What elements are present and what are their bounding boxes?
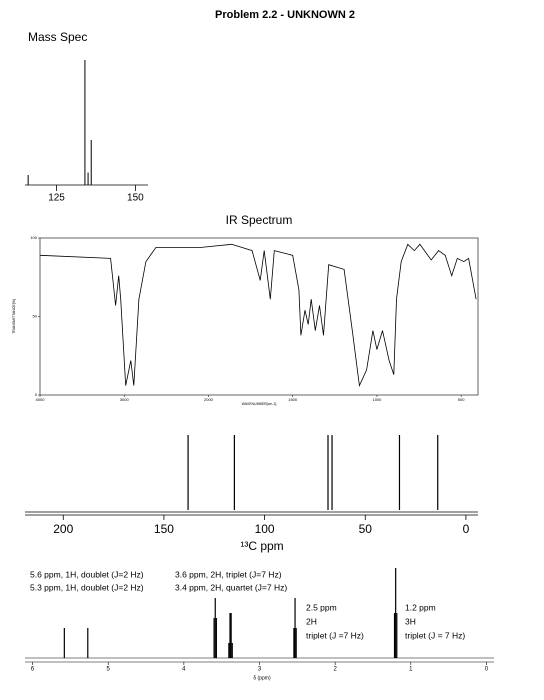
- annotation: 3H: [405, 616, 416, 626]
- x-tick-label: 5: [107, 667, 111, 673]
- plot-frame: [39, 237, 479, 396]
- x-tick-label: 1: [409, 667, 413, 673]
- chart-title: IR Spectrum: [226, 213, 293, 227]
- x-tick-label: 500: [458, 397, 465, 402]
- y-tick-label: 0: [35, 392, 38, 397]
- x-tick-label: 150: [154, 522, 174, 536]
- page-title: Problem 2.2 - UNKNOWN 2: [215, 9, 355, 21]
- x-tick-label: 1000: [372, 397, 382, 402]
- annotation: 2H: [306, 616, 317, 626]
- x-tick-label: 0: [485, 667, 489, 673]
- x-axis-label: δ (ppm): [253, 675, 271, 681]
- y-tick-label: 100: [30, 235, 37, 240]
- annotation: 3.6 ppm, 2H, triplet (J=7 Hz): [175, 569, 282, 579]
- annotation: 2.5 ppm: [306, 602, 337, 612]
- x-tick-label: 2: [333, 667, 337, 673]
- ir-trace: [39, 243, 477, 388]
- x-axis-label: WAVENUMBER[cm-1]: [242, 402, 277, 406]
- x-tick-label: 3: [258, 667, 262, 673]
- x-tick-label: 6: [31, 667, 35, 673]
- x-tick-label: 200: [53, 522, 73, 536]
- x-tick-label: 4000: [36, 397, 46, 402]
- y-tick-label: 50: [33, 314, 38, 319]
- x-tick-label: 2000: [204, 397, 214, 402]
- x-tick-label: 100: [255, 522, 275, 536]
- annotation: 1.2 ppm: [405, 602, 436, 612]
- x-tick-label: 3000: [120, 397, 130, 402]
- annotation: 3.4 ppm, 2H, quartet (J=7 Hz): [175, 582, 287, 592]
- annotation: 5.3 ppm, 1H, doublet (J=2 Hz): [30, 582, 144, 592]
- x-tick-label: 50: [359, 522, 373, 536]
- x-tick-label: 1500: [288, 397, 298, 402]
- annotation: triplet (J = 7 Hz): [405, 630, 465, 640]
- x-axis-label: ¹³C ppm: [240, 539, 283, 553]
- x-tick-label: 150: [127, 193, 144, 204]
- chart-title: Mass Spec: [28, 30, 87, 44]
- x-tick-label: 0: [463, 522, 470, 536]
- annotation: 5.6 ppm, 1H, doublet (J=2 Hz): [30, 569, 144, 579]
- y-axis-label: TRANSMITTANCE[%]: [12, 299, 16, 334]
- x-tick-label: 4: [182, 667, 186, 673]
- x-tick-label: 125: [48, 193, 65, 204]
- annotation: triplet (J =7 Hz): [306, 630, 364, 640]
